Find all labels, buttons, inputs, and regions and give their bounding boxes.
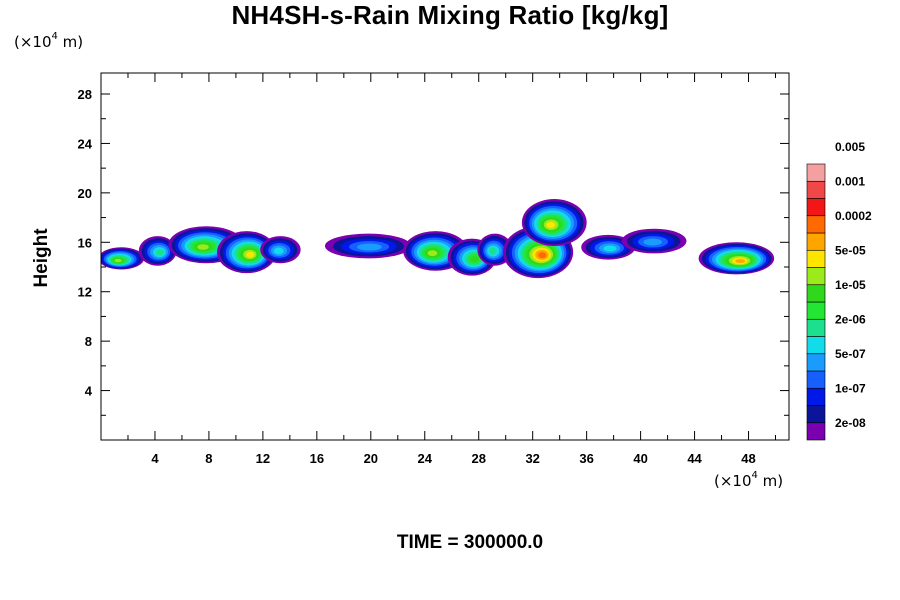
colorbar-swatch	[806, 215, 826, 234]
contour-level-band	[643, 238, 662, 246]
contour-cell	[101, 247, 145, 270]
contour-level-band	[538, 252, 547, 259]
colorbar-swatch	[806, 232, 826, 251]
contour-level-band	[197, 244, 209, 250]
colorbar-label: 0.0002	[835, 209, 872, 223]
contour-cell	[621, 228, 687, 254]
colorbar-label: 0.005	[835, 140, 865, 154]
contour-level-band	[546, 221, 556, 229]
contour-cell	[324, 233, 412, 259]
colorbar-swatch	[806, 387, 826, 406]
x-tick-label: 4	[151, 451, 159, 466]
colorbar: 2e-08 1e-07 5e-07 2e-06 1e-05 5e-05 0.0002 0.00…	[806, 140, 872, 441]
contour-level-band	[114, 258, 122, 263]
y-tick-label: 28	[78, 87, 92, 102]
y-tick-label: 12	[78, 285, 92, 300]
contour-cell	[217, 231, 277, 274]
colorbar-swatch	[806, 422, 826, 441]
contour-level-band	[246, 251, 255, 258]
contour-level-band	[603, 245, 617, 252]
x-tick-label: 28	[471, 451, 485, 466]
time-label: TIME = 300000.0	[396, 532, 544, 553]
colorbar-swatch	[806, 370, 826, 389]
contour-level-band	[155, 249, 164, 256]
x-axis-unit: (×104 m)	[714, 470, 784, 490]
contour-level-band	[357, 243, 382, 251]
x-tick-label: 40	[633, 451, 647, 466]
contour-level-band	[470, 256, 479, 263]
x-tick-label: 12	[256, 451, 270, 466]
y-tick-label: 8	[85, 334, 92, 349]
x-tick-label: 36	[579, 451, 593, 466]
x-tick-label: 44	[687, 451, 702, 466]
y-tick-label: 4	[85, 384, 93, 399]
colorbar-label: 5e-07	[835, 347, 866, 361]
x-tick-label: 24	[418, 451, 433, 466]
x-tick-label: 48	[741, 451, 755, 466]
contour-cell	[260, 236, 301, 264]
contour-cell	[698, 242, 775, 275]
colorbar-label: 2e-06	[835, 312, 866, 326]
contour-cell	[581, 234, 636, 260]
colorbar-label: 5e-05	[835, 243, 866, 257]
y-axis-unit: (×104 m)	[14, 31, 84, 51]
x-tick-label: 32	[525, 451, 539, 466]
colorbar-swatch	[806, 163, 826, 182]
contour-level-band	[489, 247, 497, 255]
colorbar-label: 0.001	[835, 174, 865, 188]
colorbar-swatch	[806, 198, 826, 217]
colorbar-swatch	[806, 336, 826, 355]
colorbar-label: 1e-07	[835, 381, 866, 395]
colorbar-label: 2e-08	[835, 416, 866, 430]
colorbar-swatch	[806, 353, 826, 372]
contour-cell	[521, 199, 587, 246]
colorbar-swatch	[806, 180, 826, 199]
y-tick-label: 20	[78, 186, 92, 201]
x-tick-label: 20	[364, 451, 378, 466]
y-tick-label: 24	[78, 136, 93, 151]
colorbar-swatch	[806, 318, 826, 337]
contour-level-band	[273, 247, 284, 255]
y-tick-label: 16	[78, 235, 92, 250]
colorbar-swatch	[806, 284, 826, 303]
colorbar-swatch	[806, 249, 826, 268]
x-tick-label: 8	[205, 451, 212, 466]
x-tick-label: 16	[310, 451, 324, 466]
chart-title: NH4SH-s-Rain Mixing Ratio [kg/kg]	[231, 0, 669, 30]
contour-level-band	[735, 259, 746, 264]
colorbar-swatch	[806, 267, 826, 286]
contour-fields	[101, 199, 775, 279]
colorbar-swatch	[806, 301, 826, 320]
colorbar-label: 1e-05	[835, 278, 866, 292]
colorbar-swatch	[806, 405, 826, 424]
contour-level-band	[427, 250, 438, 257]
contour-cell	[138, 236, 177, 266]
contour-cell	[477, 233, 513, 266]
plot-frame	[100, 72, 790, 441]
